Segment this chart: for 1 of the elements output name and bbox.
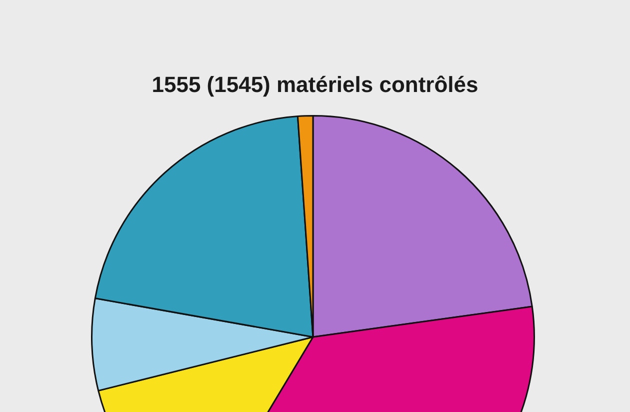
chart-title: 1555 (1545) matériels contrôlés [150, 72, 480, 98]
